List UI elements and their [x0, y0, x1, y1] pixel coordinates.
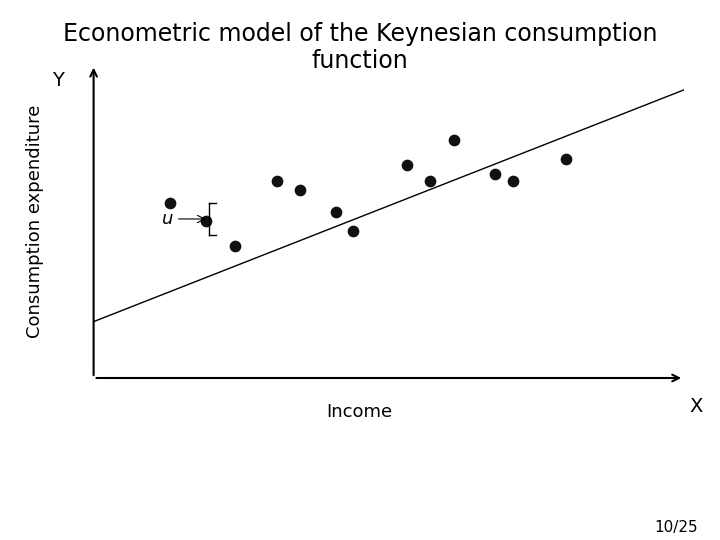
Point — [271, 177, 282, 185]
Point — [294, 186, 306, 194]
Point — [507, 177, 518, 185]
Point — [230, 242, 241, 251]
Point — [560, 154, 572, 163]
Point — [200, 217, 212, 226]
Text: 10/25: 10/25 — [654, 519, 698, 535]
Point — [165, 198, 176, 207]
Text: Income: Income — [326, 403, 392, 421]
Point — [401, 161, 413, 170]
Point — [330, 208, 341, 217]
Text: Consumption expenditure: Consumption expenditure — [26, 105, 44, 338]
Text: u: u — [162, 210, 204, 228]
Point — [424, 177, 436, 185]
Point — [448, 136, 459, 144]
Point — [348, 226, 359, 235]
Point — [490, 170, 501, 179]
Text: Y: Y — [53, 71, 64, 90]
Text: X: X — [690, 397, 703, 416]
Text: Econometric model of the Keynesian consumption
function: Econometric model of the Keynesian consu… — [63, 22, 657, 73]
